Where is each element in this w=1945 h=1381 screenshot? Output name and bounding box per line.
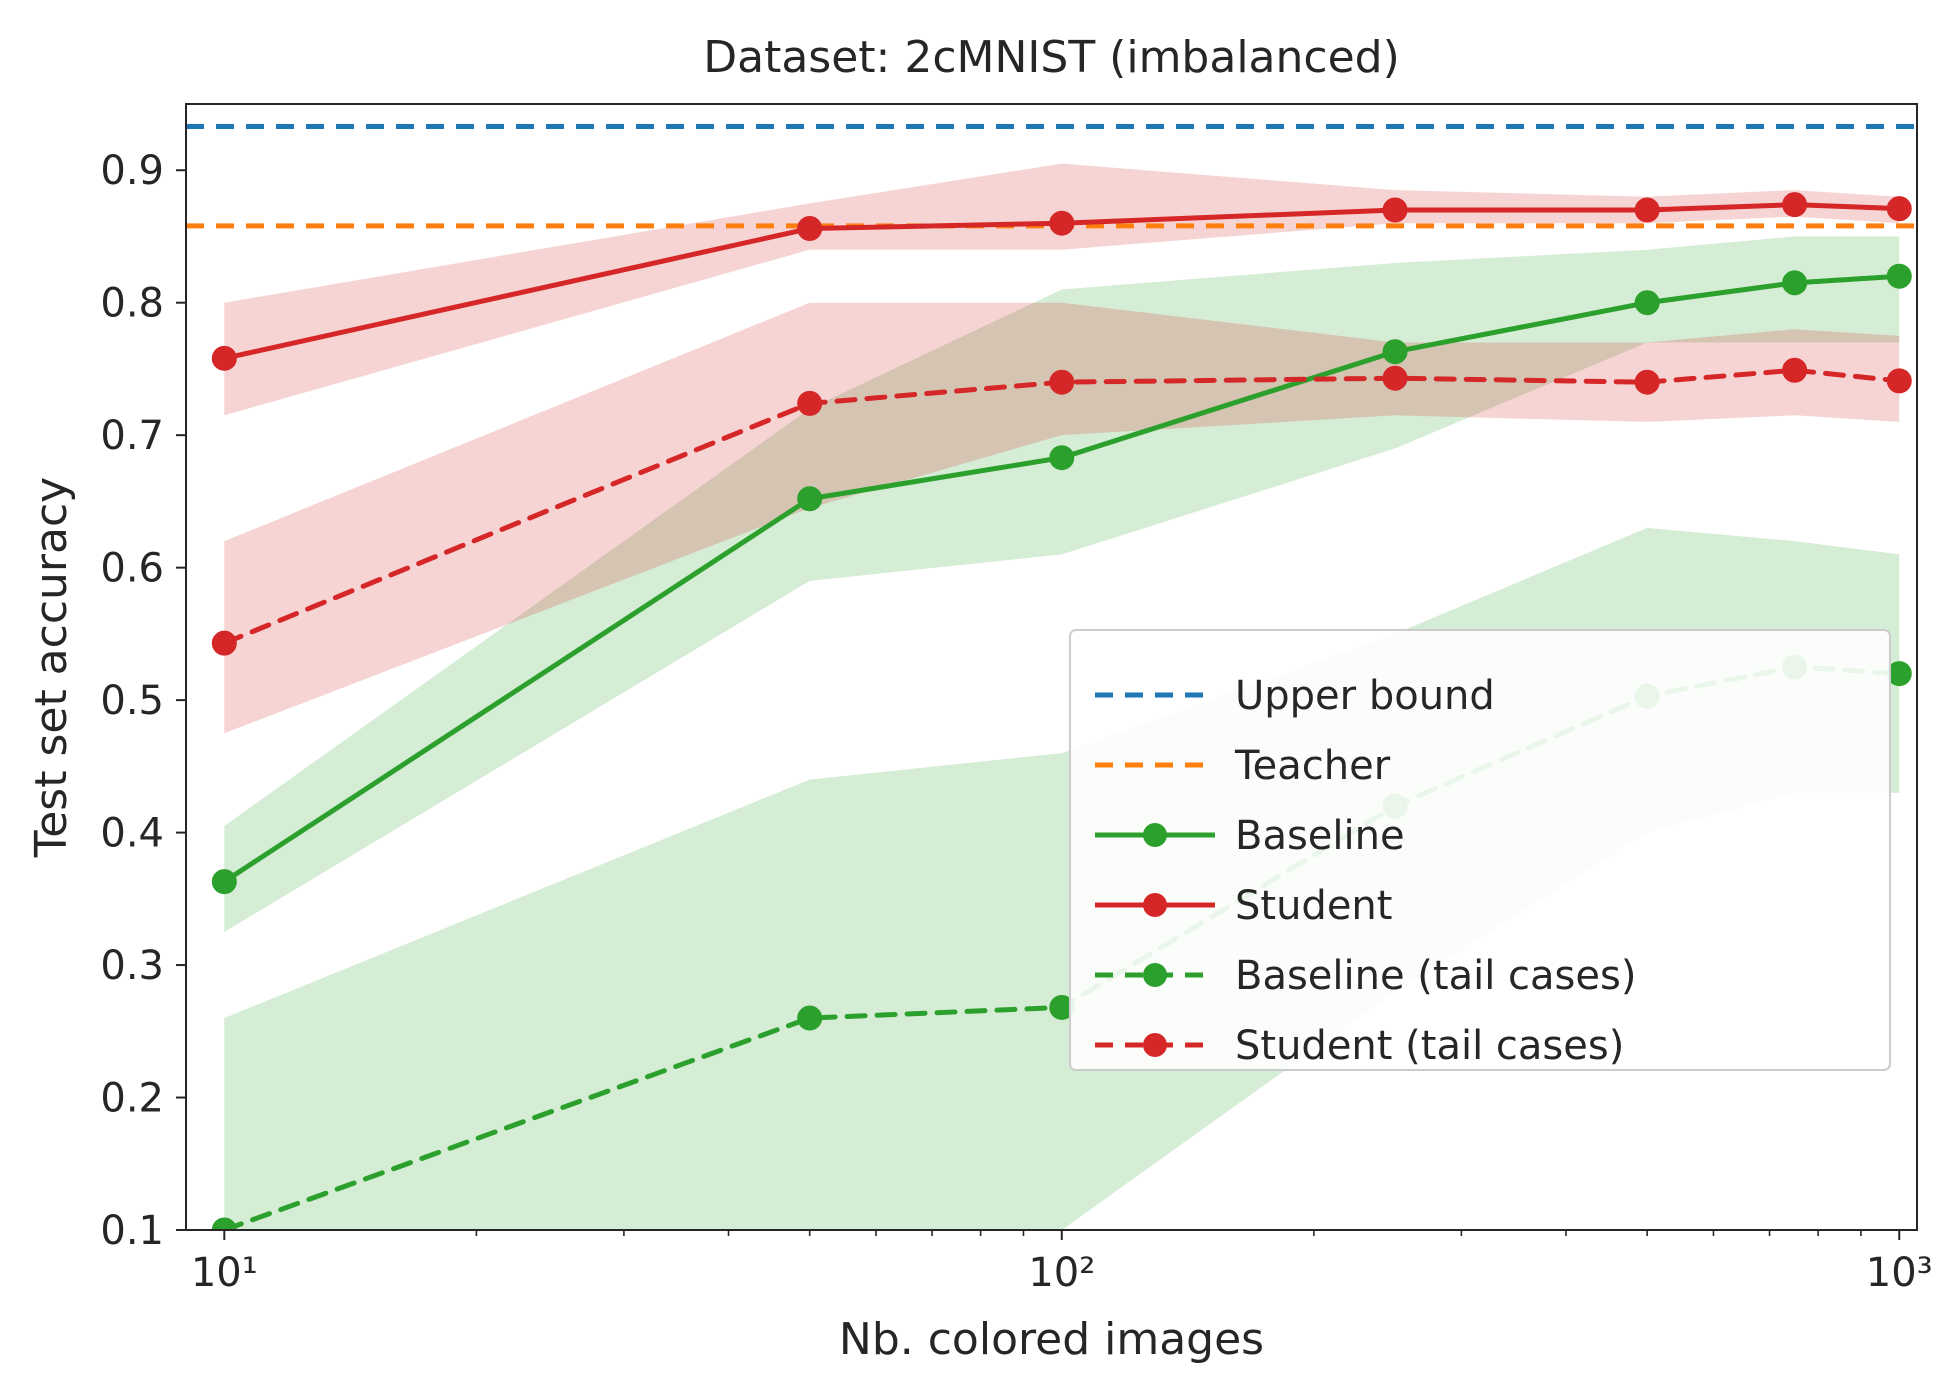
x-tick-label: 10² — [1028, 1250, 1095, 1296]
y-tick-label: 0.1 — [100, 1208, 164, 1254]
marker-baseline — [1383, 340, 1407, 364]
marker-student — [1887, 197, 1911, 221]
marker-student_tail — [1887, 369, 1911, 393]
legend-label: Student — [1235, 883, 1392, 929]
marker-baseline_tail — [798, 1006, 822, 1030]
x-tick-label: 10³ — [1866, 1250, 1933, 1296]
marker-baseline — [1783, 271, 1807, 295]
chart-title: Dataset: 2cMNIST (imbalanced) — [703, 32, 1400, 83]
marker-student_tail — [1050, 370, 1074, 394]
x-tick-label: 10¹ — [191, 1250, 258, 1296]
marker-student — [1383, 198, 1407, 222]
marker-student — [212, 346, 236, 370]
marker-student_tail — [212, 631, 236, 655]
marker-baseline — [1887, 264, 1911, 288]
y-tick-label: 0.8 — [100, 281, 164, 327]
y-tick-label: 0.2 — [100, 1076, 164, 1122]
y-tick-label: 0.3 — [100, 943, 164, 989]
legend-label: Student (tail cases) — [1235, 1023, 1624, 1069]
legend-label: Teacher — [1234, 743, 1391, 789]
marker-student — [798, 217, 822, 241]
marker-baseline — [1635, 291, 1659, 315]
marker-baseline — [212, 870, 236, 894]
y-tick-label: 0.6 — [100, 546, 164, 592]
marker-student — [1635, 198, 1659, 222]
line-chart: 10¹ 10² 10³ 0.1 0.2 0.3 0.4 0.5 0.6 0.7 0.8 0.9 Data… — [0, 0, 1945, 1381]
legend-label: Baseline (tail cases) — [1235, 953, 1636, 999]
marker-baseline — [1050, 446, 1074, 470]
marker-baseline — [798, 487, 822, 511]
legend: Upper bound Teacher Baseline Student Baselin… — [1070, 630, 1890, 1070]
legend-sample-marker — [1143, 893, 1167, 917]
marker-student_tail — [1635, 370, 1659, 394]
y-tick-label: 0.5 — [100, 678, 164, 724]
x-axis-label: Nb. colored images — [839, 1314, 1264, 1365]
y-axis-label: Test set accuracy — [26, 477, 77, 858]
y-tick-label: 0.9 — [100, 148, 164, 194]
legend-label: Upper bound — [1235, 673, 1495, 719]
legend-sample-marker — [1143, 1033, 1167, 1057]
marker-student — [1783, 193, 1807, 217]
chart-container: 10¹ 10² 10³ 0.1 0.2 0.3 0.4 0.5 0.6 0.7 0.8 0.9 Data… — [0, 0, 1945, 1381]
legend-label: Baseline — [1235, 813, 1405, 859]
marker-student_tail — [798, 391, 822, 415]
legend-sample-marker — [1143, 963, 1167, 987]
marker-student_tail — [1783, 358, 1807, 382]
y-tick-label: 0.7 — [100, 413, 164, 459]
marker-student_tail — [1383, 366, 1407, 390]
y-tick-label: 0.4 — [100, 811, 164, 857]
legend-sample-marker — [1143, 823, 1167, 847]
marker-student — [1050, 211, 1074, 235]
